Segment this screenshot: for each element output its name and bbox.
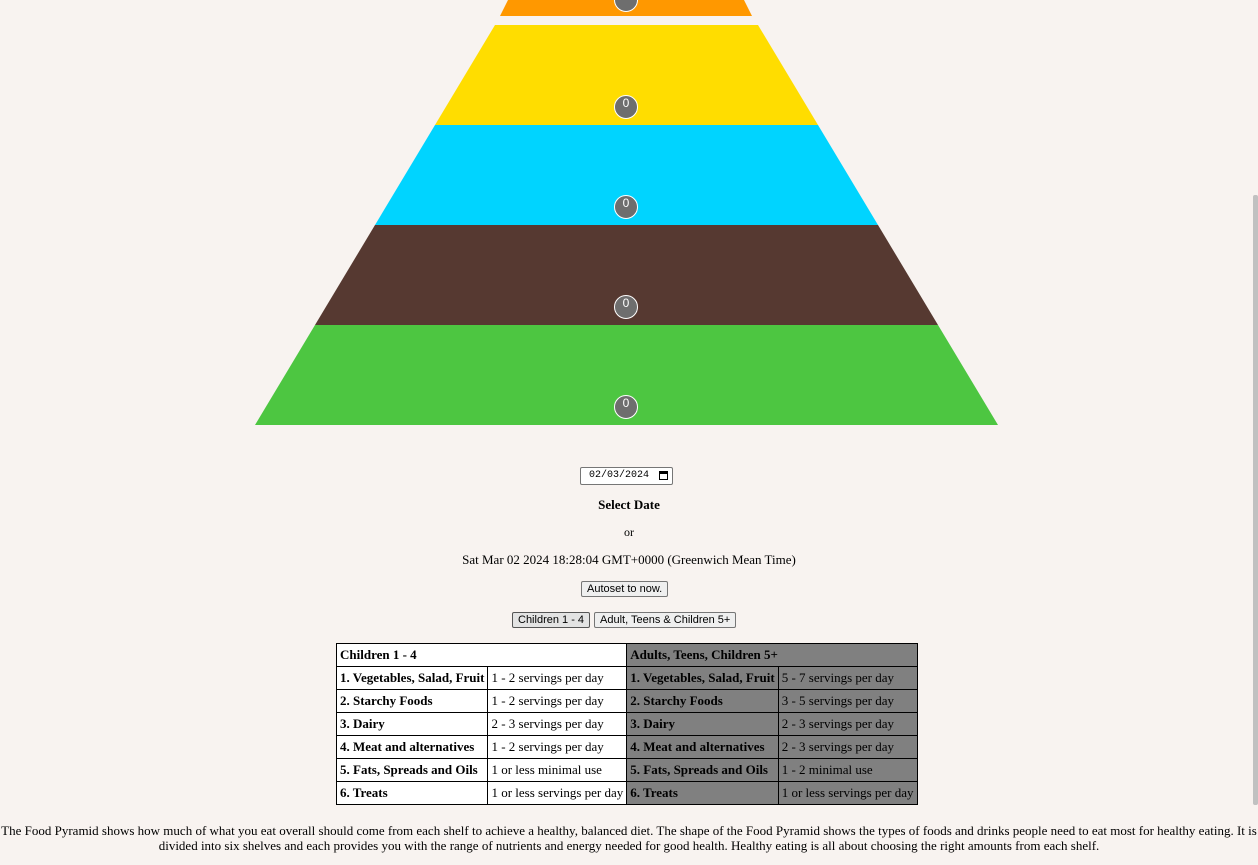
shelf-fats[interactable] (435, 25, 818, 125)
food-group: 6. Treats (626, 781, 779, 805)
table-row: 2. Starchy Foods 1 - 2 servings per day … (335, 689, 918, 713)
or-text: or (624, 525, 634, 539)
children-header: Children 1 - 4 (335, 643, 628, 667)
child-servings: 1 or less minimal use (487, 758, 628, 782)
table-row: 5. Fats, Spreads and Oils 1 or less mini… (335, 758, 918, 782)
autoset-now-button[interactable]: Autoset to now. (581, 581, 669, 597)
shelf-counter-meat[interactable]: 0 (614, 295, 638, 319)
food-group: 4. Meat and alternatives (335, 735, 489, 759)
food-group: 5. Fats, Spreads and Oils (626, 758, 779, 782)
adult-servings: 5 - 7 servings per day (777, 666, 918, 690)
calendar-icon[interactable] (659, 471, 668, 480)
food-group: 5. Fats, Spreads and Oils (335, 758, 489, 782)
table-header-row: Children 1 - 4 Adults, Teens, Children 5… (335, 643, 918, 667)
food-group: 3. Dairy (335, 712, 489, 736)
date-value: 02/03/2024 (589, 470, 650, 481)
shelf-vegetables[interactable] (255, 325, 998, 425)
table-row: 4. Meat and alternatives 1 - 2 servings … (335, 735, 918, 759)
table-row: 1. Vegetables, Salad, Fruit 1 - 2 servin… (335, 666, 918, 690)
child-servings: 2 - 3 servings per day (487, 712, 628, 736)
shelf-counter-vegetables[interactable]: 0 (614, 395, 638, 419)
food-group: 2. Starchy Foods (626, 689, 779, 713)
food-group: 3. Dairy (626, 712, 779, 736)
pyramid-description: The Food Pyramid shows how much of what … (1, 823, 1257, 853)
table-row: 3. Dairy 2 - 3 servings per day 3. Dairy… (335, 712, 918, 736)
food-group: 4. Meat and alternatives (626, 735, 779, 759)
adult-servings: 2 - 3 servings per day (777, 712, 918, 736)
shelf-dairy[interactable] (375, 125, 878, 225)
child-servings: 1 - 2 servings per day (487, 735, 628, 759)
adults-header: Adults, Teens, Children 5+ (626, 643, 918, 667)
pyramid-svg (255, 0, 998, 425)
adult-servings: 2 - 3 servings per day (777, 735, 918, 759)
child-servings: 1 - 2 servings per day (487, 689, 628, 713)
shelf-counter-fats[interactable]: 0 (614, 95, 638, 119)
food-group: 2. Starchy Foods (335, 689, 489, 713)
adult-servings: 3 - 5 servings per day (777, 689, 918, 713)
adult-servings: 1 or less servings per day (777, 781, 918, 805)
current-datetime: Sat Mar 02 2024 18:28:04 GMT+0000 (Green… (462, 552, 796, 567)
serving-guide-table: Children 1 - 4 Adults, Teens, Children 5… (335, 643, 918, 805)
date-input[interactable]: 02/03/2024 (580, 467, 673, 485)
select-date-label: Select Date (598, 497, 660, 512)
shelf-counter-dairy[interactable]: 0 (614, 195, 638, 219)
food-pyramid: 0 0 0 0 0 (0, 0, 1258, 430)
table-row: 6. Treats 1 or less servings per day 6. … (335, 781, 918, 805)
adult-servings: 1 - 2 minimal use (777, 758, 918, 782)
food-group: 1. Vegetables, Salad, Fruit (626, 666, 779, 690)
tab-adults[interactable]: Adult, Teens & Children 5+ (594, 612, 737, 628)
page-scrollbar[interactable] (1253, 195, 1258, 805)
shelf-meat[interactable] (315, 225, 938, 325)
tab-children[interactable]: Children 1 - 4 (512, 612, 591, 628)
food-group: 6. Treats (335, 781, 489, 805)
child-servings: 1 or less servings per day (487, 781, 628, 805)
child-servings: 1 - 2 servings per day (487, 666, 628, 690)
food-group: 1. Vegetables, Salad, Fruit (335, 666, 489, 690)
